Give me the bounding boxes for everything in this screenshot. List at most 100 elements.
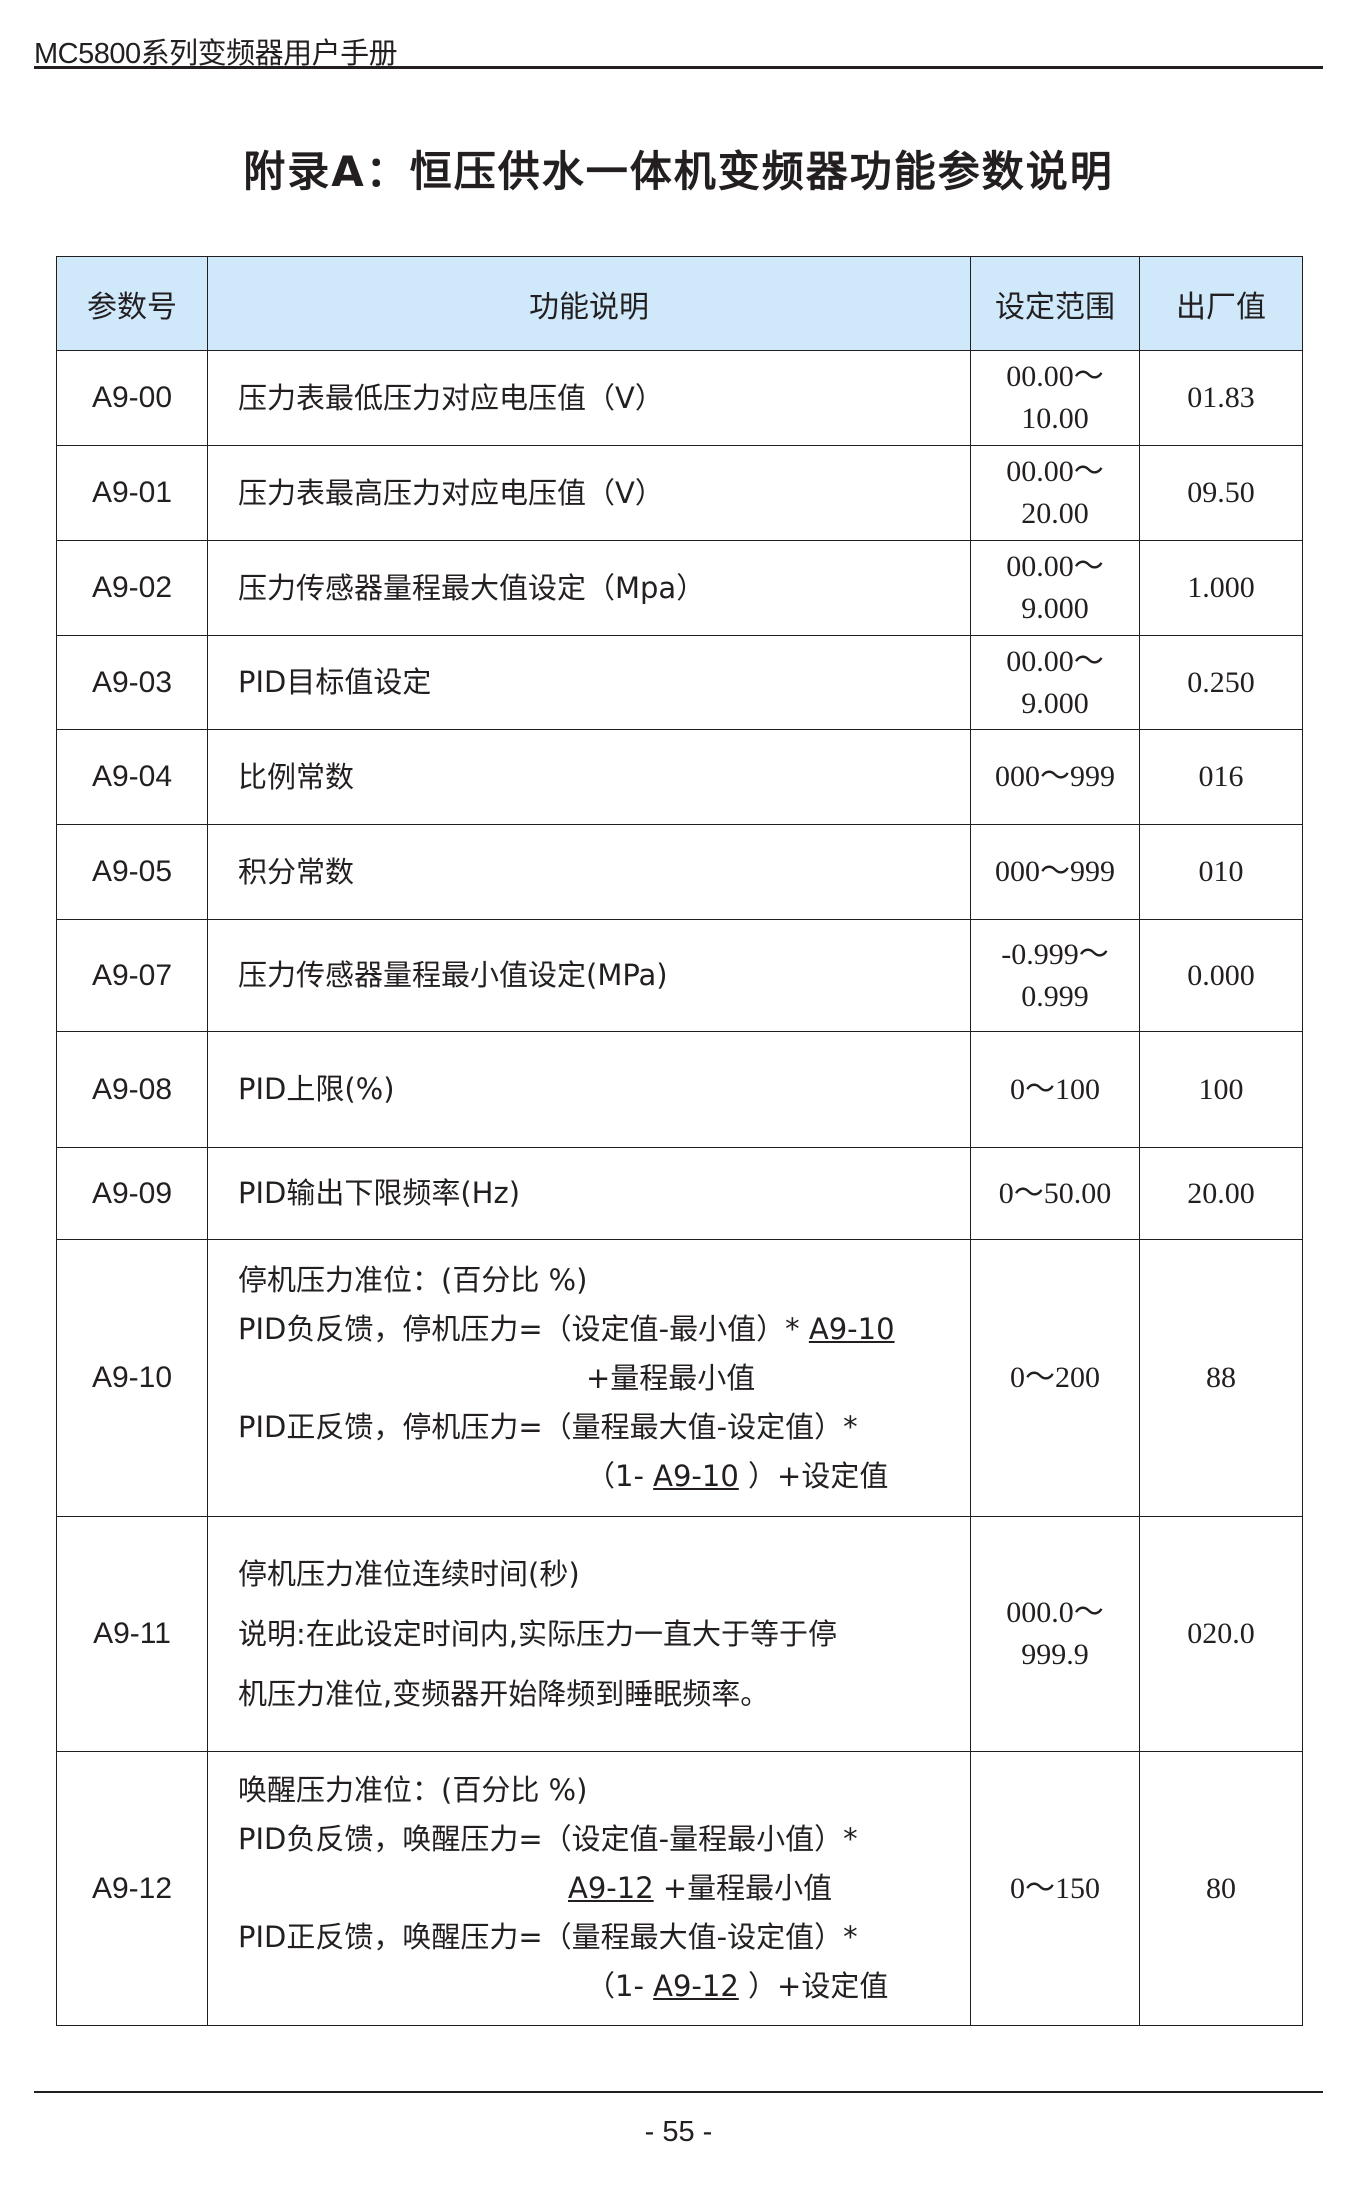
column-header-description: 功能说明 — [207, 256, 971, 351]
description-text: 停机压力准位：(百分比 %) — [238, 1262, 588, 1297]
header-divider — [34, 66, 1323, 69]
description-line: 说明:在此设定时间内,实际压力一直大于等于停 — [238, 1604, 970, 1664]
description-line: PID负反馈，停机压力=（设定值-最小值）* A9-10 — [238, 1305, 970, 1354]
param-code: A9-00 — [56, 350, 208, 446]
param-code: A9-04 — [56, 729, 208, 825]
description-text: 比例常数 — [238, 759, 355, 794]
description-text: 停机压力准位连续时间(秒) — [238, 1557, 580, 1591]
param-code: A9-07 — [56, 919, 208, 1032]
description-text: 压力表最高压力对应电压值（V） — [238, 475, 664, 510]
param-description: 唤醒压力准位：(百分比 %) PID负反馈，唤醒压力=（设定值-量程最小值）* A9… — [207, 1751, 971, 2026]
default-value: 80 — [1139, 1751, 1303, 2026]
param-code: A9-09 — [56, 1147, 208, 1240]
description-line: PID负反馈，唤醒压力=（设定值-量程最小值）* — [238, 1815, 970, 1864]
description-text: （1- — [586, 1969, 654, 2003]
table-row: A9-11 停机压力准位连续时间(秒) 说明:在此设定时间内,实际压力一直大于等于停… — [56, 1516, 1303, 1752]
range-text: 0.999 — [1021, 979, 1089, 1013]
param-description: PID输出下限频率(Hz) — [207, 1147, 971, 1240]
param-code: A9-08 — [56, 1031, 208, 1148]
table-row: A9-12 唤醒压力准位：(百分比 %) PID负反馈，唤醒压力=（设定值-量程最小… — [56, 1751, 1303, 2026]
setting-range: 0～200 — [970, 1239, 1140, 1517]
description-text: PID负反馈，唤醒压力=（设定值-量程最小值）* — [238, 1822, 858, 1856]
range-text: -0.999～ — [1001, 937, 1109, 971]
description-line: PID目标值设定 — [238, 658, 970, 707]
range-text: 20.00 — [1021, 497, 1089, 530]
default-value: 010 — [1139, 824, 1303, 920]
range-text: 000～999 — [995, 760, 1115, 793]
default-value: 88 — [1139, 1239, 1303, 1517]
param-code: A9-05 — [56, 824, 208, 920]
param-description: 停机压力准位连续时间(秒) 说明:在此设定时间内,实际压力一直大于等于停机压力准位… — [207, 1516, 971, 1752]
default-value: 016 — [1139, 729, 1303, 825]
range-text: 0～100 — [1010, 1072, 1100, 1106]
range-text: 00.00～ — [1006, 550, 1104, 583]
table-row: A9-09 PID输出下限频率(Hz) 0～50.00 20.00 — [56, 1147, 1303, 1240]
param-code: A9-01 — [56, 445, 208, 541]
range-text: 10.00 — [1021, 402, 1089, 435]
setting-range: 0～150 — [970, 1751, 1140, 2026]
description-text: PID输出下限频率(Hz) — [238, 1176, 521, 1210]
description-line: 停机压力准位：(百分比 %) — [238, 1256, 970, 1305]
param-code: A9-03 — [56, 635, 208, 730]
default-value: 0.250 — [1139, 635, 1303, 730]
setting-range: 00.00～ 10.00 — [970, 350, 1140, 446]
param-description: PID上限(%) — [207, 1031, 971, 1148]
table-row: A9-03 PID目标值设定 00.00～ 9.000 0.250 — [56, 635, 1303, 730]
description-line: 积分常数 — [238, 848, 970, 897]
table-row: A9-05 积分常数 000～999 010 — [56, 824, 1303, 920]
range-text: 9.000 — [1021, 592, 1089, 625]
default-value: 0.000 — [1139, 919, 1303, 1032]
description-text: PID正反馈，唤醒压力=（量程最大值-设定值）* — [238, 1920, 858, 1954]
description-text: PID上限(%) — [238, 1072, 395, 1106]
page-title: 附录A：恒压供水一体机变频器功能参数说明 — [243, 147, 1114, 196]
description-line: （1- A9-10 ）+设定值 — [238, 1452, 970, 1501]
param-description: 压力传感器量程最小值设定(MPa) — [207, 919, 971, 1032]
description-line: PID输出下限频率(Hz) — [238, 1169, 970, 1218]
setting-range: -0.999～ 0.999 — [970, 919, 1140, 1032]
param-code: A9-02 — [56, 540, 208, 636]
setting-range: 00.00～ 9.000 — [970, 540, 1140, 636]
footer-divider — [34, 2091, 1323, 2093]
description-line: 压力传感器量程最大值设定（Mpa） — [238, 564, 970, 613]
param-description: 比例常数 — [207, 729, 971, 825]
param-description: 压力表最高压力对应电压值（V） — [207, 445, 971, 541]
description-line: 压力表最低压力对应电压值（V） — [238, 374, 970, 423]
description-line: 唤醒压力准位：(百分比 %) — [238, 1766, 970, 1815]
range-text: 0～200 — [1010, 1361, 1100, 1394]
setting-range: 000.0～ 999.9 — [970, 1516, 1140, 1752]
description-line: 机压力准位,变频器开始降频到睡眠频率。 — [238, 1664, 970, 1724]
setting-range: 00.00～ 20.00 — [970, 445, 1140, 541]
default-value: 020.0 — [1139, 1516, 1303, 1752]
range-text: 0～150 — [1010, 1871, 1100, 1905]
description-text: 压力传感器量程最大值设定（Mpa） — [238, 570, 706, 605]
setting-range: 00.00～ 9.000 — [970, 635, 1140, 730]
table-row: A9-04 比例常数 000～999 016 — [56, 729, 1303, 825]
table-row: A9-10 停机压力准位：(百分比 %) PID负反馈，停机压力=（设定值-最小值）… — [56, 1239, 1303, 1517]
description-line: （1- A9-12 ）+设定值 — [238, 1962, 970, 2011]
default-value: 09.50 — [1139, 445, 1303, 541]
description-line: 压力表最高压力对应电压值（V） — [238, 469, 970, 518]
description-line: 压力传感器量程最小值设定(MPa) — [238, 951, 970, 1000]
range-text: 000.0～ — [1006, 1596, 1104, 1629]
range-text: 00.00～ — [1006, 455, 1104, 488]
manual-header-title: MC5800系列变频器用户手册 — [34, 38, 398, 70]
description-line: A9-12 +量程最小值 — [238, 1864, 970, 1913]
default-value: 20.00 — [1139, 1147, 1303, 1240]
column-header-default: 出厂值 — [1139, 256, 1303, 351]
table-row: A9-00 压力表最低压力对应电压值（V） 00.00～ 10.00 01.83 — [56, 350, 1303, 446]
setting-range: 000～999 — [970, 729, 1140, 825]
description-text: +量程最小值 — [586, 1360, 756, 1395]
param-description: 积分常数 — [207, 824, 971, 920]
description-line: PID正反馈，停机压力=（量程最大值-设定值）* — [238, 1403, 970, 1452]
column-header-range: 设定范围 — [970, 256, 1140, 351]
param-code: A9-10 — [56, 1239, 208, 1517]
description-text: （1- — [586, 1458, 654, 1493]
description-line: PID上限(%) — [238, 1065, 970, 1114]
description-text: ）+设定值 — [738, 1969, 889, 2003]
description-text: 积分常数 — [238, 854, 355, 889]
description-line: +量程最小值 — [238, 1354, 970, 1403]
param-description: PID目标值设定 — [207, 635, 971, 730]
range-text: 00.00～ — [1006, 644, 1104, 678]
description-text: 说明:在此设定时间内,实际压力一直大于等于停 — [238, 1617, 837, 1651]
description-text: +量程最小值 — [653, 1871, 833, 1905]
